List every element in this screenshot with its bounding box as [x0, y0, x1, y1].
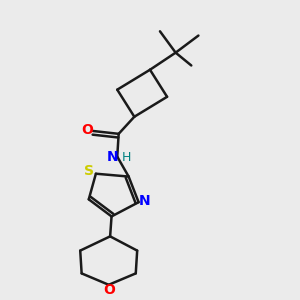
Text: S: S	[84, 164, 94, 178]
Text: H: H	[122, 151, 131, 164]
Text: O: O	[103, 283, 115, 297]
Text: O: O	[81, 123, 93, 137]
Text: N: N	[139, 194, 151, 208]
Text: N: N	[106, 150, 118, 164]
